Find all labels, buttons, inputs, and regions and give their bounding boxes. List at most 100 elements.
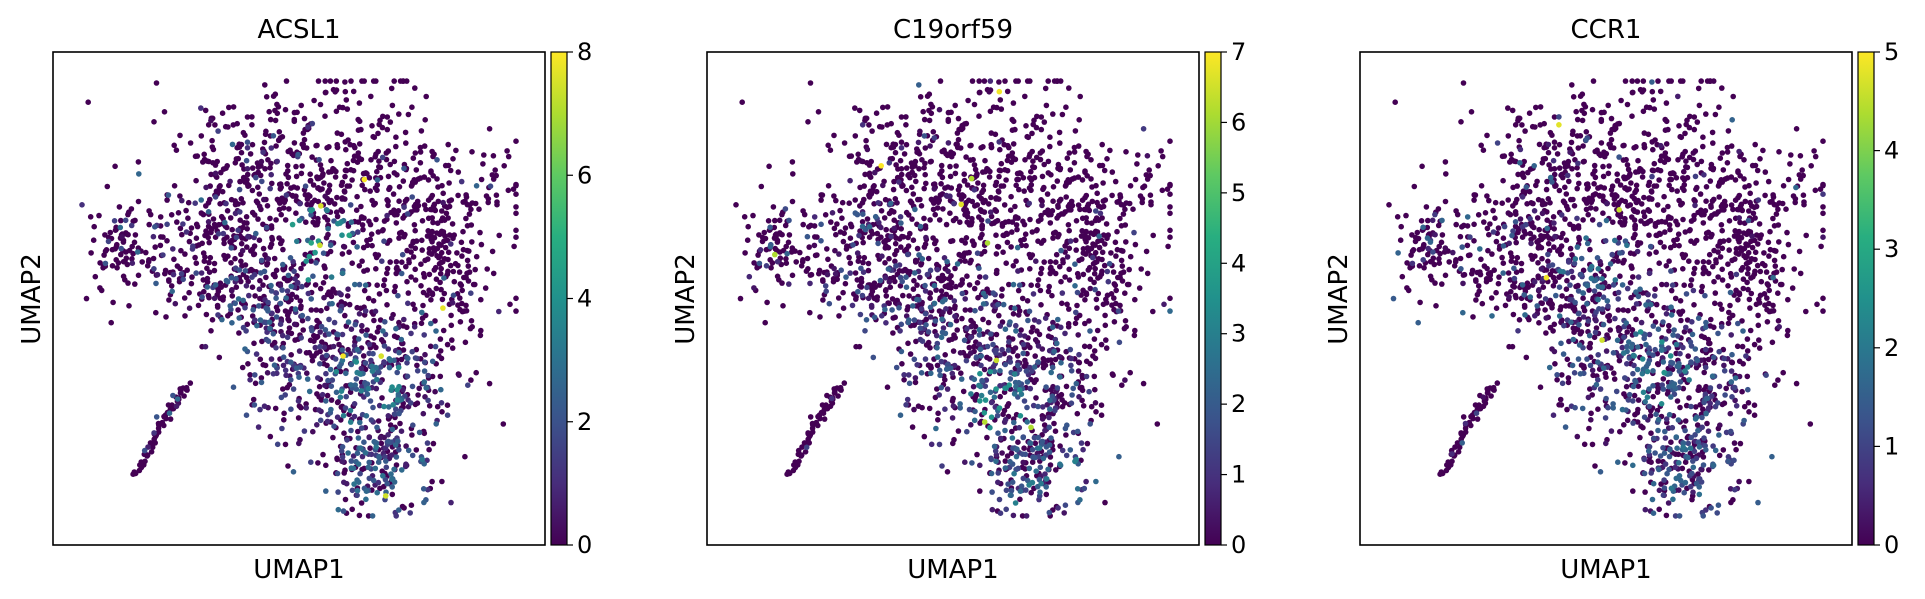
scatter-point — [1055, 505, 1061, 511]
scatter-point — [864, 160, 870, 166]
scatter-point — [981, 78, 988, 84]
scatter-point — [389, 484, 396, 490]
scatter-point — [782, 222, 789, 229]
scatter-point — [173, 147, 180, 153]
scatter-point — [268, 160, 274, 167]
scatter-point — [413, 447, 420, 453]
scatter-point — [1037, 464, 1044, 471]
scatter-point — [299, 141, 306, 148]
scatter-point — [295, 398, 302, 404]
scatter-point — [438, 400, 445, 406]
scatter-point — [420, 289, 427, 296]
scatter-point — [804, 233, 811, 240]
scatter-point — [1442, 159, 1449, 165]
scatter-point — [1013, 182, 1019, 189]
scatter-point — [863, 137, 869, 144]
scatter-point — [1017, 413, 1024, 419]
scatter-point — [995, 430, 1001, 437]
scatter-point — [274, 158, 281, 165]
scatter-point — [922, 171, 928, 178]
scatter-point — [1101, 167, 1108, 174]
scatter-point — [374, 424, 380, 431]
scatter-point — [396, 184, 403, 190]
scatter-point — [1051, 348, 1057, 355]
scatter-point — [371, 438, 378, 445]
scatter-point — [333, 209, 340, 215]
scatter-point — [964, 428, 970, 435]
scatter-point — [224, 163, 230, 169]
scatter-point — [904, 251, 911, 258]
scatter-point — [398, 229, 405, 236]
scatter-point — [763, 263, 770, 269]
scatter-point — [432, 343, 439, 350]
scatter-point — [423, 206, 429, 213]
scatter-point — [898, 220, 904, 226]
scatter-point — [340, 104, 346, 111]
scatter-point — [1006, 382, 1012, 388]
scatter-point — [836, 313, 842, 319]
scatter-point — [909, 169, 915, 176]
scatter-point — [437, 348, 444, 354]
scatter-point — [892, 149, 899, 156]
scatter-point — [159, 419, 166, 426]
scatter-point — [134, 249, 141, 255]
scatter-point — [1022, 451, 1029, 458]
scatter-point — [90, 237, 97, 243]
scatter-point — [277, 135, 284, 141]
scatter-point — [1068, 400, 1075, 407]
scatter-point — [957, 145, 964, 151]
scatter-point — [1009, 428, 1015, 435]
scatter-point — [229, 320, 235, 326]
scatter-point — [1076, 257, 1082, 264]
scatter-point — [348, 326, 355, 333]
scatter-point — [247, 372, 253, 378]
scatter-point — [308, 296, 315, 302]
scatter-point — [305, 290, 312, 297]
scatter-point — [1038, 302, 1044, 308]
scatter-point — [921, 185, 927, 192]
scatter-point — [1069, 392, 1075, 398]
scatter-point — [837, 207, 843, 214]
scatter-point — [999, 346, 1005, 353]
scatter-point — [1038, 197, 1044, 203]
scatter-point — [843, 274, 849, 280]
scatter-point — [285, 316, 291, 323]
scatter-point — [914, 245, 921, 252]
scatter-point — [437, 373, 444, 380]
scatter-point — [1637, 240, 1644, 246]
scatter-point — [800, 221, 806, 228]
scatter-point — [360, 226, 366, 233]
scatter-point — [447, 262, 454, 269]
scatter-point — [1080, 250, 1087, 256]
scatter-point — [309, 207, 316, 213]
scatter-point — [1088, 245, 1095, 252]
scatter-point — [309, 235, 316, 241]
scatter-point — [862, 328, 868, 334]
scatter-point — [1583, 129, 1590, 135]
scatter-point — [921, 433, 928, 440]
scatter-point — [326, 289, 332, 295]
scatter-point — [236, 267, 243, 273]
scatter-point — [230, 384, 237, 391]
scatter-point — [444, 204, 451, 211]
scatter-point — [922, 310, 929, 317]
scatter-point — [1086, 264, 1093, 271]
scatter-point — [1589, 217, 1596, 223]
scatter-point — [892, 278, 898, 285]
scatter-point — [1003, 487, 1010, 494]
scatter-point — [744, 237, 751, 243]
scatter-point — [443, 210, 450, 217]
scatter-point — [1003, 506, 1009, 513]
scatter-point — [198, 270, 205, 276]
scatter-point — [959, 315, 965, 322]
scatter-point — [761, 229, 768, 236]
scatter-point — [949, 415, 956, 421]
scatter-point — [166, 278, 172, 285]
scatter-point — [362, 360, 369, 366]
colorbar-tick-label: 6 — [577, 161, 592, 189]
scatter-point — [381, 343, 388, 349]
scatter-point — [416, 385, 423, 392]
scatter-point — [210, 216, 217, 222]
scatter-point — [320, 451, 326, 458]
scatter-point — [296, 348, 303, 354]
